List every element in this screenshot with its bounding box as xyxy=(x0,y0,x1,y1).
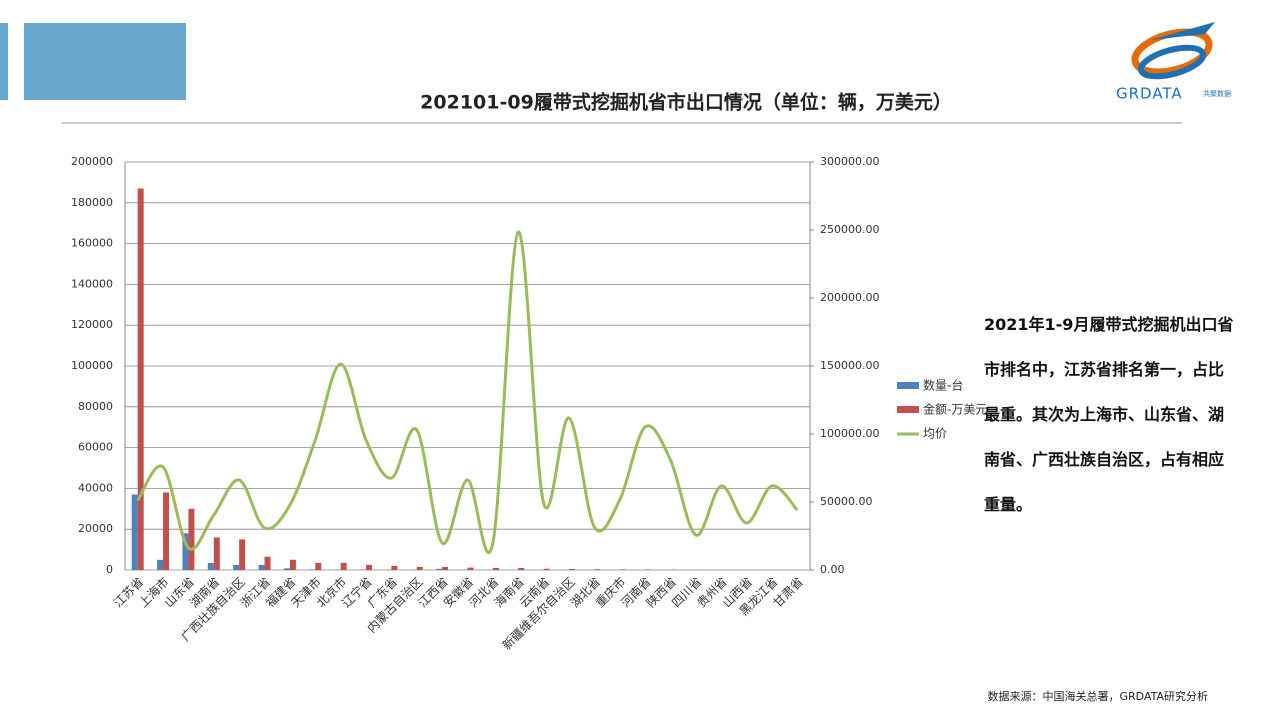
y-tick-label: 180000 xyxy=(71,196,113,209)
bar xyxy=(264,556,271,570)
bar xyxy=(315,562,322,570)
bar xyxy=(340,562,347,570)
legend-label: 金额-万美元 xyxy=(923,402,987,417)
y2-tick-label: 300000.00 xyxy=(820,155,880,168)
y-tick-label: 40000 xyxy=(78,481,113,494)
bar xyxy=(492,567,499,570)
bar xyxy=(289,559,296,570)
bar xyxy=(619,569,626,570)
y-tick-label: 140000 xyxy=(71,277,113,290)
bar xyxy=(594,569,601,570)
y2-tick-label: 50000.00 xyxy=(820,495,873,508)
legend-label: 数量-台 xyxy=(923,378,963,393)
y2-tick-label: 0.00 xyxy=(820,563,845,576)
bar xyxy=(283,568,290,570)
bar xyxy=(258,564,265,570)
legend-label: 均价 xyxy=(923,427,947,441)
bar xyxy=(309,569,316,570)
legend-swatch xyxy=(897,406,919,413)
bar xyxy=(543,568,550,570)
bar xyxy=(233,564,240,570)
y2-tick-label: 250000.00 xyxy=(820,223,880,236)
bar xyxy=(131,494,138,570)
y-tick-label: 100000 xyxy=(71,359,113,372)
y-tick-label: 160000 xyxy=(71,237,113,250)
y-tick-label: 60000 xyxy=(78,441,113,454)
legend-swatch xyxy=(897,382,919,389)
y-tick-label: 200000 xyxy=(71,155,113,168)
bar xyxy=(157,559,164,570)
bar xyxy=(239,539,246,570)
y2-tick-label: 200000.00 xyxy=(820,291,880,304)
bar xyxy=(182,533,189,570)
bar xyxy=(568,568,575,570)
y-tick-label: 80000 xyxy=(78,400,113,413)
y-tick-label: 120000 xyxy=(71,318,113,331)
line xyxy=(136,230,799,555)
bar xyxy=(645,569,652,570)
bar xyxy=(467,567,474,570)
bar xyxy=(188,508,195,570)
y-tick-label: 20000 xyxy=(78,522,113,535)
bar xyxy=(366,564,373,570)
logo: GRDATA 共聚数据 xyxy=(1116,22,1231,103)
bar xyxy=(416,566,423,570)
chart-title: 202101-09履带式挖掘机省市出口情况（单位：辆，万美元） xyxy=(420,91,952,114)
y2-tick-label: 100000.00 xyxy=(820,427,880,440)
accent-bar xyxy=(0,23,8,100)
bar xyxy=(137,188,144,570)
bar xyxy=(213,537,220,570)
brand: GRDATA xyxy=(1116,85,1183,103)
bar xyxy=(207,562,214,570)
note: 2021年1-9月履带式挖掘机出口省市排名中，江苏省排名第一，占比最重。其次为上… xyxy=(984,315,1234,514)
y2-tick-label: 150000.00 xyxy=(820,359,880,372)
bar xyxy=(163,492,170,570)
accent-block xyxy=(24,23,186,100)
brand-sub: 共聚数据 xyxy=(1203,89,1231,98)
source: 数据来源：中国海关总署，GRDATA研究分析 xyxy=(987,689,1208,703)
bar xyxy=(391,565,398,570)
bar xyxy=(442,566,449,570)
bar xyxy=(518,567,525,570)
bar xyxy=(436,568,443,570)
y-tick-label: 0 xyxy=(106,563,113,576)
